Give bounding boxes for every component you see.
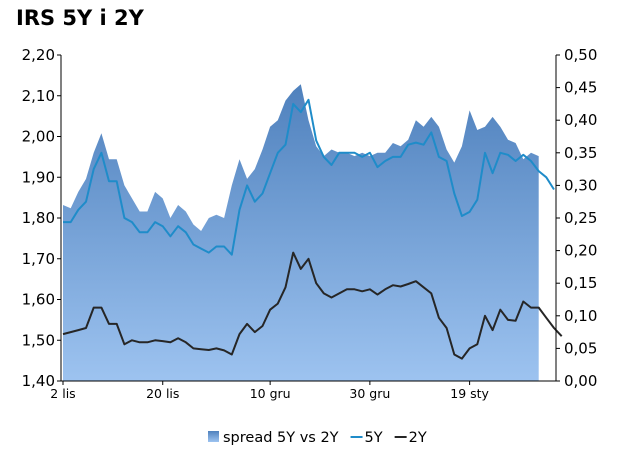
y-right-tick-label: 0,50	[564, 46, 597, 64]
y-right-tick-label: 0,20	[564, 242, 597, 260]
y-left-tick-label: 2,00	[22, 128, 55, 146]
series-area-spread	[63, 84, 539, 382]
y-left-tick-label: 2,10	[22, 87, 55, 105]
y-left-tick-label: 1,50	[22, 331, 55, 349]
legend-label: spread 5Y vs 2Y	[223, 430, 339, 446]
legend-label: 2Y	[409, 430, 427, 446]
series-line-5y	[63, 98, 555, 256]
y-left-tick-label: 1,90	[22, 168, 55, 186]
legend-swatch-spread	[208, 431, 219, 442]
area-layer	[63, 84, 539, 382]
x-tick-label: 10 gru	[250, 386, 291, 401]
x-tick-label: 30 gru	[349, 386, 390, 401]
axes-layer: 1,40 1,50 1,60 1,70 1,80 1,90 2,00 2,10 2,20 0,00…	[22, 46, 598, 401]
y-left-tick-label: 2,20	[22, 46, 55, 64]
y-left-tick-label: 1,40	[22, 372, 55, 390]
legend-label: 5Y	[365, 430, 383, 446]
chart-title: IRS 5Y i 2Y	[16, 6, 144, 30]
x-tick-label: 19 sty	[450, 386, 489, 401]
x-tick-label: 2 lis	[50, 386, 75, 401]
y-right-tick-label: 0,30	[564, 176, 597, 194]
y-left-tick-label: 1,70	[22, 250, 55, 268]
y-right-tick-label: 0,10	[564, 307, 597, 325]
legend: spread 5Y vs 2Y 5Y 2Y	[208, 430, 427, 446]
y-right-tick-label: 0,05	[564, 339, 597, 357]
y-right-tick-label: 0,00	[564, 372, 597, 390]
series-line-2y	[62, 251, 563, 360]
lines-layer	[62, 98, 563, 360]
x-tick-label: 20 lis	[146, 386, 179, 401]
y-right-tick-label: 0,35	[564, 144, 597, 162]
y-right-tick-label: 0,15	[564, 274, 597, 292]
y-right-tick-label: 0,40	[564, 111, 597, 129]
y-right-tick-label: 0,25	[564, 209, 597, 227]
y-right-tick-label: 0,45	[564, 79, 597, 97]
y-left-tick-label: 1,80	[22, 209, 55, 227]
y-left-tick-label: 1,60	[22, 291, 55, 309]
